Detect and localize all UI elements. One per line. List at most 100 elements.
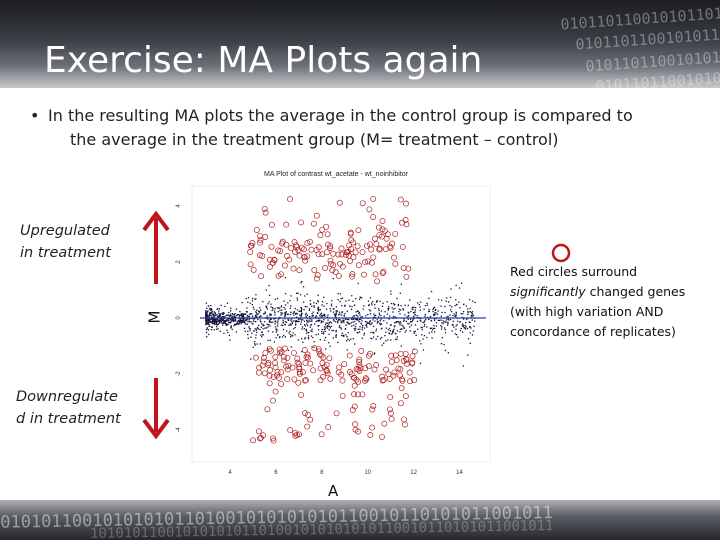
data-point <box>272 307 274 309</box>
data-point <box>271 309 273 312</box>
data-point <box>268 321 271 323</box>
data-point <box>256 309 258 311</box>
data-point <box>463 303 465 305</box>
significant-gene-circle <box>399 243 406 250</box>
significant-gene-circle <box>369 424 376 431</box>
data-point <box>311 330 313 333</box>
data-point <box>344 328 347 330</box>
data-point <box>323 326 326 328</box>
data-point <box>347 323 349 325</box>
data-point <box>315 334 317 336</box>
data-point <box>457 336 459 338</box>
data-point <box>414 307 417 309</box>
significant-gene-circle <box>293 242 299 249</box>
significant-gene-circle <box>395 365 402 372</box>
data-point <box>231 313 234 315</box>
data-point <box>396 330 399 332</box>
data-point <box>432 310 434 313</box>
significant-gene-circle <box>326 355 333 362</box>
data-point <box>262 325 264 327</box>
data-point <box>302 319 304 321</box>
significant-gene-circle <box>268 347 274 354</box>
data-point <box>367 300 370 302</box>
data-point <box>398 310 400 313</box>
significant-gene-circle <box>311 345 318 352</box>
data-point <box>402 309 405 311</box>
data-point <box>205 318 207 320</box>
data-point <box>315 321 317 323</box>
data-point <box>309 320 311 322</box>
data-point <box>266 323 268 326</box>
data-point <box>327 319 329 321</box>
data-point <box>379 322 381 324</box>
data-point <box>313 346 315 349</box>
data-point <box>248 327 251 329</box>
data-point <box>352 316 354 318</box>
significant-gene-circle <box>283 363 290 370</box>
data-point <box>381 327 383 329</box>
significant-gene-circle <box>398 385 405 392</box>
data-point <box>458 301 460 303</box>
significant-gene-circle <box>272 388 279 395</box>
data-point <box>392 331 394 333</box>
data-point <box>233 315 235 317</box>
data-point <box>394 325 396 327</box>
data-point <box>277 318 280 320</box>
data-point <box>267 318 269 320</box>
data-point <box>206 312 208 314</box>
data-point <box>270 306 272 308</box>
data-point <box>451 324 453 326</box>
significant-gene-circle <box>356 367 363 374</box>
data-point <box>290 346 292 348</box>
data-point <box>234 318 236 320</box>
data-point <box>312 315 314 317</box>
significant-gene-circle <box>264 406 271 413</box>
data-point <box>241 316 243 318</box>
data-point <box>289 323 291 325</box>
data-point <box>292 320 295 322</box>
data-point <box>470 316 472 318</box>
title-band: 0101101100101011010010110100101001011110… <box>0 0 720 88</box>
data-point <box>331 300 333 302</box>
significant-gene-circle <box>272 364 279 371</box>
data-point <box>344 305 346 307</box>
data-point <box>261 336 263 338</box>
data-point <box>332 308 334 310</box>
data-point <box>440 325 442 327</box>
data-point <box>444 349 446 352</box>
data-point <box>339 293 341 295</box>
data-point <box>212 313 214 315</box>
data-point <box>307 331 309 334</box>
data-point <box>262 334 264 336</box>
data-point <box>455 325 457 327</box>
data-point <box>283 315 286 317</box>
data-point <box>328 325 331 327</box>
data-point <box>209 307 211 309</box>
y-tick-label: -4 <box>176 427 182 433</box>
significant-gene-circle <box>352 249 359 256</box>
data-point <box>250 336 252 338</box>
data-point <box>212 319 214 321</box>
data-point <box>347 338 349 340</box>
data-point <box>341 312 343 314</box>
data-point <box>317 299 319 302</box>
data-point <box>361 327 363 329</box>
data-point <box>369 313 372 315</box>
data-point <box>323 319 325 321</box>
data-point <box>469 342 471 344</box>
data-point <box>210 316 213 318</box>
data-point <box>264 327 266 329</box>
data-point <box>470 312 473 314</box>
data-point <box>206 331 208 334</box>
data-point <box>211 323 213 325</box>
data-point <box>317 333 320 335</box>
data-point <box>268 294 271 296</box>
significant-gene-circle <box>327 244 333 251</box>
data-point <box>353 328 355 330</box>
data-point <box>211 311 214 313</box>
data-point <box>320 321 322 324</box>
data-point <box>378 309 380 312</box>
data-point <box>388 327 391 330</box>
data-point <box>447 352 449 354</box>
data-point <box>255 312 258 314</box>
